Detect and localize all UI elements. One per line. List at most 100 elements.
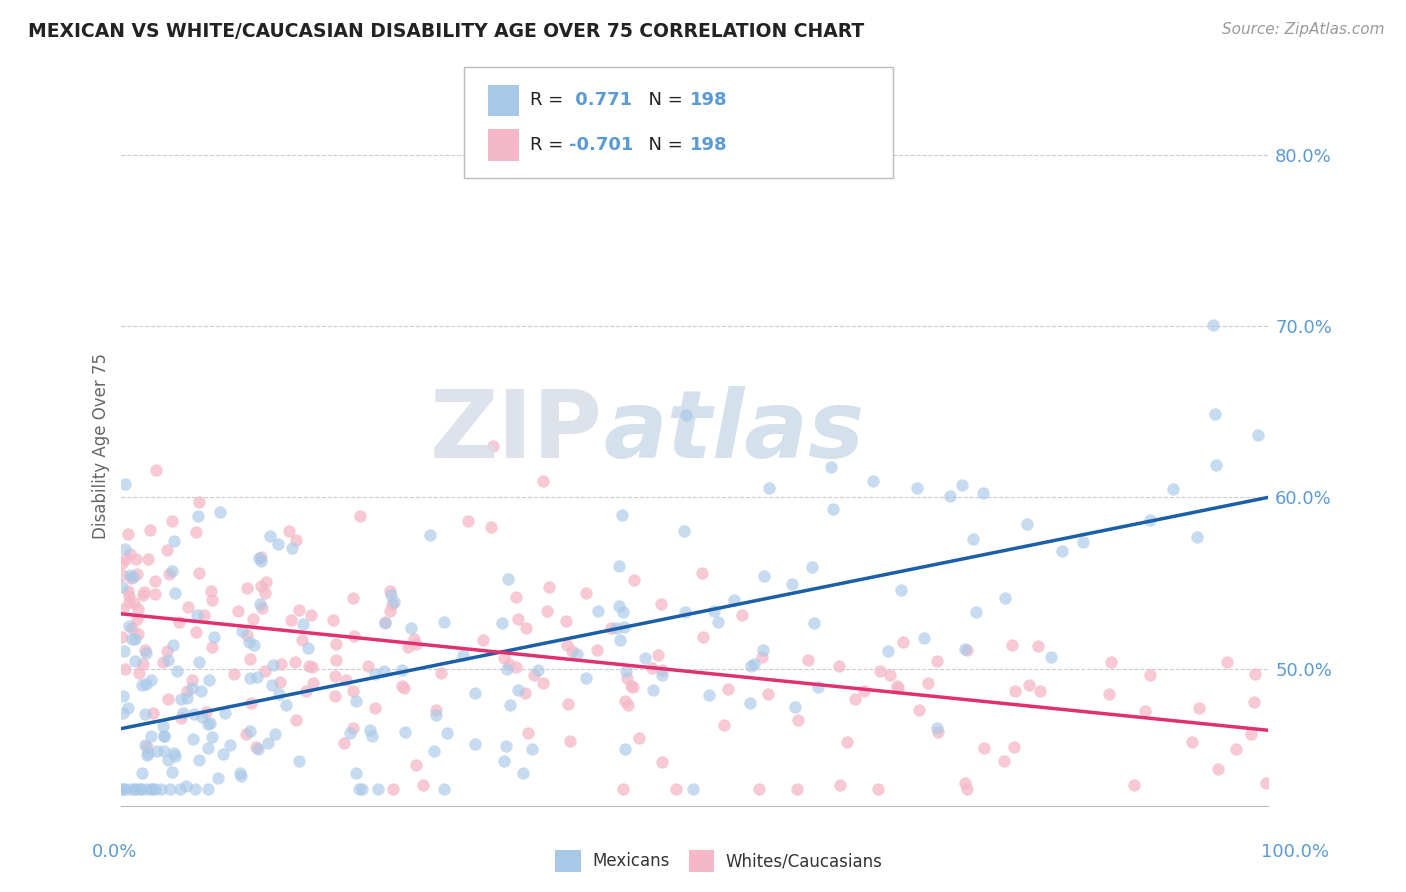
Point bbox=[125, 612, 148, 626]
Point bbox=[392, 681, 415, 695]
Point bbox=[359, 723, 381, 737]
Point bbox=[132, 657, 155, 671]
Point bbox=[879, 667, 901, 681]
Point bbox=[111, 568, 134, 582]
Point bbox=[267, 687, 290, 701]
Point bbox=[605, 621, 627, 635]
Point bbox=[200, 584, 222, 599]
Point bbox=[607, 599, 630, 613]
Point bbox=[118, 619, 141, 633]
Point bbox=[717, 681, 740, 696]
Point bbox=[404, 632, 426, 646]
Point bbox=[117, 584, 139, 599]
Point bbox=[127, 627, 149, 641]
Text: atlas: atlas bbox=[603, 385, 865, 477]
Point bbox=[267, 537, 290, 551]
Point bbox=[198, 673, 221, 688]
Point bbox=[972, 485, 994, 500]
Point bbox=[134, 585, 156, 599]
Point bbox=[281, 541, 304, 555]
Point bbox=[254, 575, 277, 590]
Point bbox=[586, 642, 609, 657]
Point bbox=[139, 523, 162, 537]
Point bbox=[675, 408, 697, 422]
Point bbox=[214, 706, 236, 720]
Point bbox=[125, 551, 148, 566]
Point bbox=[169, 781, 191, 796]
Point bbox=[157, 691, 180, 706]
Point bbox=[647, 648, 669, 662]
Point bbox=[181, 673, 204, 687]
Point bbox=[742, 657, 765, 672]
Point bbox=[160, 765, 183, 780]
Point bbox=[249, 597, 271, 611]
Point bbox=[135, 748, 157, 763]
Point bbox=[247, 742, 270, 756]
Point bbox=[754, 569, 776, 583]
Point bbox=[491, 616, 513, 631]
Point bbox=[177, 599, 200, 614]
Point bbox=[163, 746, 186, 760]
Point bbox=[132, 588, 155, 602]
Point bbox=[505, 659, 527, 673]
Point bbox=[174, 780, 197, 794]
Point bbox=[401, 620, 423, 634]
Point bbox=[347, 781, 370, 796]
Point bbox=[607, 559, 630, 574]
Point bbox=[912, 631, 935, 645]
Point bbox=[853, 683, 876, 698]
Point bbox=[621, 680, 644, 694]
Point bbox=[128, 665, 150, 680]
Point bbox=[472, 632, 495, 647]
Point bbox=[157, 653, 180, 667]
Point bbox=[159, 781, 181, 796]
Point bbox=[363, 701, 385, 715]
Point bbox=[803, 616, 825, 631]
Point bbox=[506, 682, 529, 697]
Point bbox=[531, 675, 554, 690]
Point bbox=[1122, 778, 1144, 792]
Point bbox=[202, 631, 225, 645]
Point bbox=[536, 604, 558, 618]
Point bbox=[1001, 638, 1024, 652]
Point bbox=[751, 649, 773, 664]
Point bbox=[515, 621, 537, 635]
Point bbox=[1133, 704, 1156, 718]
Point bbox=[956, 781, 979, 796]
Point bbox=[517, 726, 540, 740]
Point bbox=[797, 653, 820, 667]
Point bbox=[184, 624, 207, 639]
Point bbox=[650, 597, 672, 611]
Text: MEXICAN VS WHITE/CAUCASIAN DISABILITY AGE OVER 75 CORRELATION CHART: MEXICAN VS WHITE/CAUCASIAN DISABILITY AG… bbox=[28, 22, 865, 41]
Point bbox=[111, 781, 134, 796]
Point bbox=[752, 643, 775, 657]
Point bbox=[927, 725, 949, 739]
Point bbox=[707, 615, 730, 629]
Point bbox=[181, 681, 204, 695]
Point bbox=[229, 766, 252, 780]
Point bbox=[616, 671, 638, 685]
Point bbox=[153, 744, 176, 758]
Point bbox=[927, 721, 949, 735]
Y-axis label: Disability Age Over 75: Disability Age Over 75 bbox=[93, 353, 110, 539]
Point bbox=[191, 710, 214, 724]
Point bbox=[381, 781, 404, 796]
Point bbox=[600, 621, 623, 635]
Point bbox=[433, 615, 456, 630]
Point bbox=[254, 665, 277, 679]
Point bbox=[531, 474, 554, 488]
Point bbox=[820, 460, 842, 475]
Point bbox=[297, 641, 319, 656]
Point bbox=[335, 673, 357, 688]
Point bbox=[682, 781, 704, 796]
Point bbox=[380, 605, 402, 619]
Point bbox=[114, 542, 136, 557]
Point bbox=[117, 527, 139, 541]
Point bbox=[285, 713, 308, 727]
Point bbox=[136, 747, 159, 761]
Point bbox=[613, 694, 636, 708]
Point bbox=[250, 600, 273, 615]
Point bbox=[844, 691, 866, 706]
Point bbox=[610, 508, 633, 522]
Point bbox=[634, 651, 657, 665]
